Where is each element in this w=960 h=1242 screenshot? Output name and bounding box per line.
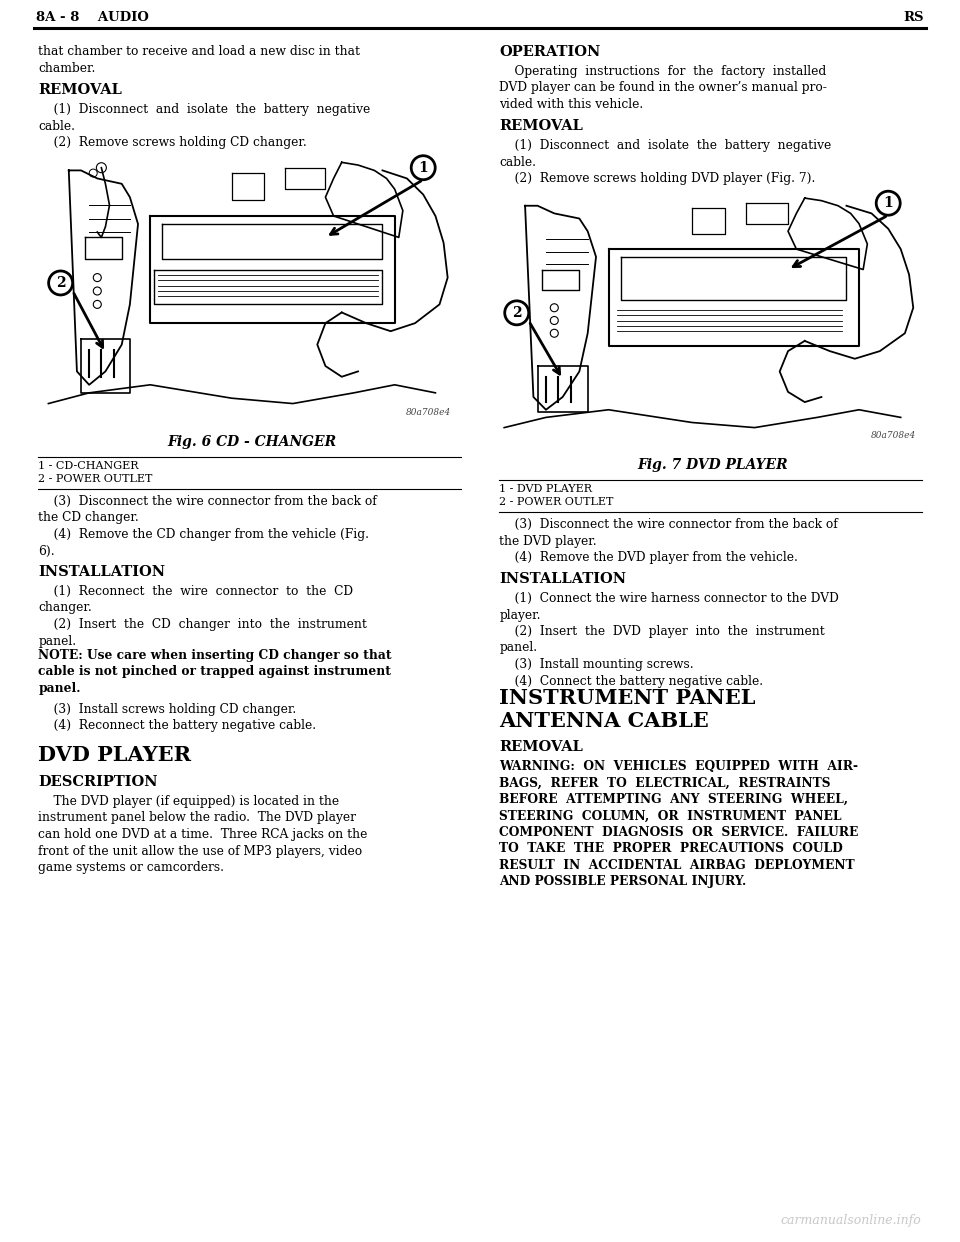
- Text: REMOVAL: REMOVAL: [499, 119, 583, 133]
- Text: (3)  Disconnect the wire connector from the back of
the CD changer.
    (4)  Rem: (3) Disconnect the wire connector from t…: [38, 496, 377, 558]
- Text: 2: 2: [56, 276, 65, 289]
- Text: that chamber to receive and load a new disc in that
chamber.: that chamber to receive and load a new d…: [38, 45, 360, 75]
- Text: 80a708e4: 80a708e4: [405, 409, 451, 417]
- Text: WARNING:  ON  VEHICLES  EQUIPPED  WITH  AIR-
BAGS,  REFER  TO  ELECTRICAL,  REST: WARNING: ON VEHICLES EQUIPPED WITH AIR- …: [499, 760, 858, 888]
- Text: Fig. 6 CD - CHANGER: Fig. 6 CD - CHANGER: [168, 435, 337, 450]
- Text: (1)  Reconnect  the  wire  connector  to  the  CD
changer.
    (2)  Insert  the : (1) Reconnect the wire connector to the …: [38, 585, 368, 647]
- Text: INSTALLATION: INSTALLATION: [38, 565, 165, 579]
- Text: (3)  Disconnect the wire connector from the back of
the DVD player.
    (4)  Rem: (3) Disconnect the wire connector from t…: [499, 518, 838, 564]
- Text: OPERATION: OPERATION: [499, 45, 601, 60]
- Text: 1 - DVD PLAYER: 1 - DVD PLAYER: [499, 484, 592, 494]
- Text: 80a708e4: 80a708e4: [872, 431, 917, 440]
- Text: The DVD player (if equipped) is located in the
instrument panel below the radio.: The DVD player (if equipped) is located …: [38, 795, 368, 874]
- Text: (3)  Install screws holding CD changer.
    (4)  Reconnect the battery negative : (3) Install screws holding CD changer. (…: [38, 703, 317, 733]
- Text: (1)  Disconnect  and  isolate  the  battery  negative
cable.
    (2)  Remove scr: (1) Disconnect and isolate the battery n…: [499, 139, 831, 185]
- Text: REMOVAL: REMOVAL: [38, 83, 122, 97]
- Circle shape: [876, 191, 900, 215]
- Text: 1: 1: [419, 160, 428, 175]
- Text: 2 - POWER OUTLET: 2 - POWER OUTLET: [38, 474, 153, 484]
- Circle shape: [49, 271, 73, 294]
- Text: 2 - POWER OUTLET: 2 - POWER OUTLET: [499, 497, 613, 507]
- Text: (1)  Connect the wire harness connector to the DVD
player.
    (2)  Insert  the : (1) Connect the wire harness connector t…: [499, 592, 839, 688]
- Bar: [504, 193, 922, 448]
- Text: Operating  instructions  for  the  factory  installed
DVD player can be found in: Operating instructions for the factory i…: [499, 65, 828, 111]
- Text: INSTRUMENT PANEL
ANTENNA CABLE: INSTRUMENT PANEL ANTENNA CABLE: [499, 688, 756, 732]
- Text: Fig. 7 DVD PLAYER: Fig. 7 DVD PLAYER: [637, 458, 788, 472]
- Text: carmanualsonline.info: carmanualsonline.info: [780, 1213, 922, 1227]
- Text: 1 - CD-CHANGER: 1 - CD-CHANGER: [38, 461, 139, 471]
- Text: NOTE: Use care when inserting CD changer so that
cable is not pinched or trapped: NOTE: Use care when inserting CD changer…: [38, 650, 392, 696]
- Text: DESCRIPTION: DESCRIPTION: [38, 775, 158, 789]
- Text: DVD PLAYER: DVD PLAYER: [38, 745, 191, 765]
- Text: 2: 2: [512, 306, 521, 320]
- Text: 8A - 8    AUDIO: 8A - 8 AUDIO: [36, 11, 150, 24]
- Text: (1)  Disconnect  and  isolate  the  battery  negative
cable.
    (2)  Remove scr: (1) Disconnect and isolate the battery n…: [38, 103, 371, 149]
- Text: REMOVAL: REMOVAL: [499, 740, 583, 754]
- Circle shape: [505, 301, 529, 325]
- Text: RS: RS: [903, 11, 924, 24]
- Text: 1: 1: [883, 196, 893, 210]
- Circle shape: [411, 155, 435, 180]
- Bar: [48, 156, 456, 425]
- Text: INSTALLATION: INSTALLATION: [499, 573, 626, 586]
